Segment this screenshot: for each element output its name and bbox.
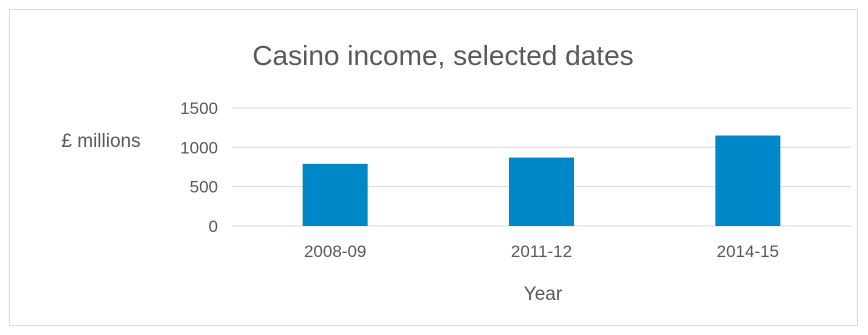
x-tick-label: 2014-15 bbox=[717, 242, 779, 261]
bar-2008-09 bbox=[302, 163, 368, 226]
y-tick-label: 0 bbox=[209, 217, 218, 236]
x-tick-label: 2008-09 bbox=[304, 242, 366, 261]
bars bbox=[302, 135, 781, 226]
y-tick-label: 1500 bbox=[180, 99, 218, 118]
y-axis-title: £ millions bbox=[61, 131, 140, 152]
y-tick-label: 1000 bbox=[180, 138, 218, 157]
x-tick-label: 2011-12 bbox=[511, 242, 572, 261]
y-axis-tick-labels: 0 500 1000 1500 bbox=[180, 99, 218, 236]
bar-2014-15 bbox=[715, 135, 781, 226]
x-axis-title: Year bbox=[524, 284, 563, 305]
bar-2011-12 bbox=[509, 157, 574, 226]
y-tick-label: 500 bbox=[190, 178, 218, 197]
x-axis-tick-labels: 2008-09 2011-12 2014-15 bbox=[304, 242, 779, 261]
chart-title: Casino income, selected dates bbox=[252, 40, 633, 71]
